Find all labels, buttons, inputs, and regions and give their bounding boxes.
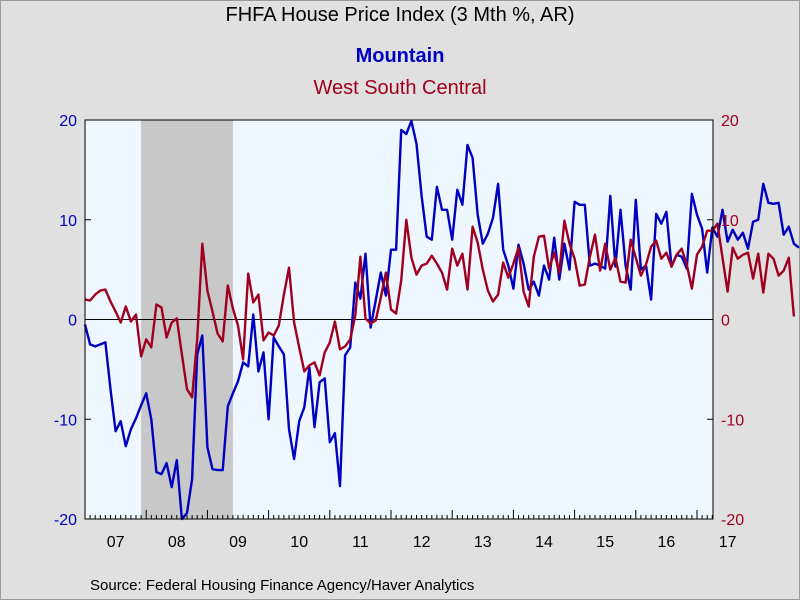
x-tick-label: 09 [229, 534, 247, 551]
y-right-tick-label: -10 [721, 412, 744, 429]
y-right-tick-label: -20 [721, 512, 744, 529]
y-right-tick-label: 10 [721, 213, 739, 230]
y-right-tick-label: 20 [721, 113, 739, 130]
x-tick-label: 10 [290, 534, 308, 551]
x-tick-label: 08 [168, 534, 186, 551]
x-tick-label: 13 [474, 534, 492, 551]
x-tick-label: 14 [535, 534, 553, 551]
x-tick-label: 17 [719, 534, 737, 551]
chart-title: FHFA House Price Index (3 Mth %, AR) [225, 4, 575, 26]
series-line-mountain [83, 119, 800, 521]
y-left-tick-label: 0 [68, 313, 77, 330]
source-note: Source: Federal Housing Finance Agency/H… [90, 577, 475, 594]
x-tick-label: 07 [107, 534, 125, 551]
x-tick-label: 15 [596, 534, 614, 551]
series-label-west-south-central: West South Central [313, 77, 487, 99]
y-left-tick-label: 20 [59, 113, 77, 130]
y-left-tick-label: -10 [54, 412, 77, 429]
series-label-mountain: Mountain [355, 45, 445, 67]
y-right-tick-label: 0 [721, 313, 730, 330]
series-line-west-south-central [84, 218, 796, 399]
y-left-tick-label: 10 [59, 213, 77, 230]
x-tick-label: 12 [413, 534, 431, 551]
x-tick-label: 16 [658, 534, 676, 551]
x-tick-label: 11 [352, 534, 369, 551]
y-left-tick-label: -20 [54, 512, 77, 529]
